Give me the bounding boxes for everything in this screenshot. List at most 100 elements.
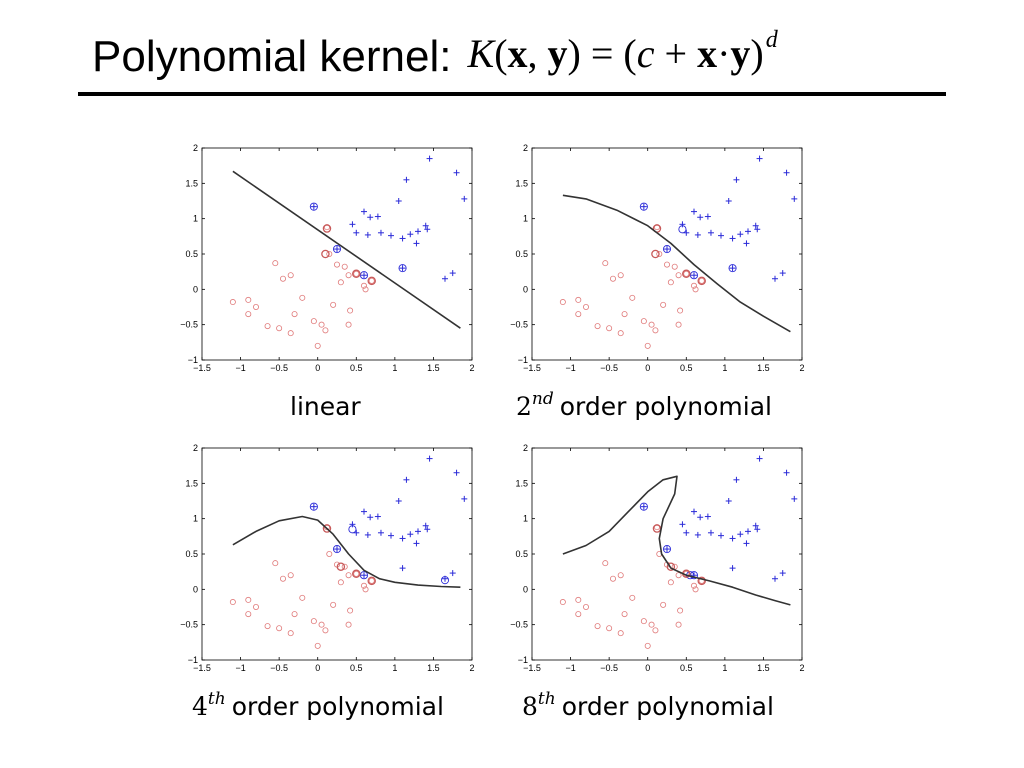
linear-circle-point <box>245 311 252 318</box>
2nd-order-support-vector-plus <box>662 245 672 254</box>
linear-x-tick-label: −1 <box>235 363 245 373</box>
linear-x-tick-label: 0.5 <box>350 363 363 373</box>
caption-8th-number: 8 <box>522 692 538 721</box>
linear-y-tick-label: 0 <box>193 284 198 294</box>
8th-order-y-tick-label: 1 <box>523 514 528 524</box>
formula-c: c <box>636 31 655 76</box>
4th-order-circle-point <box>314 642 321 649</box>
8th-order-plus-point <box>683 529 690 536</box>
2nd-order-plus-point <box>743 240 750 247</box>
linear-y-tick-label: 1 <box>193 214 198 224</box>
linear-x-tick-label: 0 <box>315 363 320 373</box>
4th-order-circle-point <box>287 572 294 579</box>
2nd-order-support-vector-plus <box>639 202 648 211</box>
8th-order-y-tick-label: 2 <box>523 443 528 453</box>
2nd-order-y-tick-label: 1.5 <box>515 178 528 188</box>
2nd-order-support-vector-plus <box>689 271 699 280</box>
2nd-order-y-tick-label: 0.5 <box>515 249 528 259</box>
8th-order-x-tick-label: 1 <box>722 663 727 673</box>
2nd-order-circle-point <box>583 303 590 310</box>
4th-order-circle-point <box>272 560 279 567</box>
8th-order-axes-box <box>531 447 803 661</box>
4th-order-support-vector-circle <box>352 569 361 579</box>
8th-order-support-vector-plus <box>689 571 699 580</box>
linear-circle-point <box>322 327 329 334</box>
4th-order-y-tick-label: 0.5 <box>185 549 198 559</box>
4th-order-y-tick-label: −1 <box>188 655 198 665</box>
linear-y-tick-label: 1.5 <box>185 178 198 188</box>
2nd-order-plus-point <box>640 203 647 210</box>
4th-order-circle-point <box>291 611 298 618</box>
linear-plus-point <box>426 155 433 162</box>
4th-order-support-vector-plus <box>348 525 357 534</box>
formula-x: x <box>507 31 528 76</box>
2nd-order-circle-point <box>677 307 684 314</box>
4th-order-plus-point <box>461 495 468 502</box>
caption-2nd-order: 2nd order polynomial <box>516 389 772 421</box>
linear-decision-boundary <box>232 170 461 329</box>
8th-order-plus-point <box>691 508 697 515</box>
linear-x-tick-label: 1 <box>392 363 397 373</box>
4th-order-circle-point <box>362 586 369 593</box>
linear-plus-point <box>415 228 421 235</box>
2nd-order-circle-point <box>698 277 705 284</box>
8th-order-plus-point <box>729 565 736 572</box>
2nd-order-plus-point <box>691 208 697 215</box>
linear-plus-point <box>407 231 414 238</box>
linear-circle-point <box>291 311 298 318</box>
8th-order-plus-point <box>640 503 647 510</box>
2nd-order-circle-point <box>621 311 628 318</box>
linear-circle-point <box>333 261 340 268</box>
linear-support-vector-plus <box>359 271 369 280</box>
formula-close-paren-2: ) <box>750 31 764 76</box>
4th-order-support-vector-circle <box>322 524 332 533</box>
2nd-order-circle-point <box>675 272 682 279</box>
linear-support-vector-plus <box>398 264 407 273</box>
8th-order-plus-point <box>754 526 761 533</box>
8th-order-circle-point <box>652 627 659 634</box>
2nd-order-circle-point <box>652 327 659 334</box>
caption-linear-text: linear <box>290 392 361 421</box>
2nd-order-support-vector-plus <box>728 264 737 273</box>
2nd-order-x-tick-label: 1 <box>722 363 727 373</box>
linear-plus-point <box>388 232 394 239</box>
4th-order-plus-point <box>415 528 421 535</box>
8th-order-circle-point <box>692 586 699 593</box>
formula-open-paren-2: ( <box>623 31 637 76</box>
8th-order-plus-point <box>697 514 704 521</box>
linear-plus-point <box>424 226 431 233</box>
4th-order-plus-point <box>422 522 429 529</box>
4th-order-circle-point <box>353 570 360 577</box>
8th-order-x-tick-label: 0 <box>645 663 650 673</box>
linear-circle-point <box>326 251 333 258</box>
linear-y-tick-label: 2 <box>193 143 198 153</box>
slide-title: Polynomial kernel: K(x, y) = (c + x·y)d <box>92 18 778 90</box>
2nd-order-circle-point <box>602 260 609 267</box>
4th-order-circle-point <box>318 621 325 628</box>
2nd-order-circle-point <box>692 286 699 293</box>
8th-order-plus-point <box>679 521 686 528</box>
8th-order-support-vector-circle <box>697 576 706 586</box>
8th-order-plus-point <box>783 469 790 476</box>
4th-order-circle-point <box>310 618 317 625</box>
4th-order-circle-point <box>264 623 271 630</box>
4th-order-decision-boundary <box>232 515 461 588</box>
2nd-order-circle-point <box>663 261 670 268</box>
caption-2nd-number: 2 <box>516 392 532 421</box>
8th-order-y-tick-label: −0.5 <box>510 620 528 630</box>
2nd-order-circle-point <box>667 279 674 286</box>
4th-order-axes-box <box>201 447 473 661</box>
linear-circle-point <box>276 325 283 332</box>
4th-order-plus-point <box>413 540 420 547</box>
4th-order-plus-point <box>453 469 460 476</box>
linear-circle-point <box>360 282 367 289</box>
2nd-order-plus-point <box>697 214 704 221</box>
linear-y-tick-label: 0.5 <box>185 249 198 259</box>
4th-order-plus-point <box>361 508 367 515</box>
caption-4th-order: 4th order polynomial <box>192 689 444 721</box>
2nd-order-circle-point <box>575 311 582 318</box>
8th-order-circle-point <box>675 572 682 579</box>
2nd-order-plus-point <box>772 275 778 282</box>
8th-order-plus-point <box>756 455 763 462</box>
4th-order-circle-point <box>245 611 252 618</box>
